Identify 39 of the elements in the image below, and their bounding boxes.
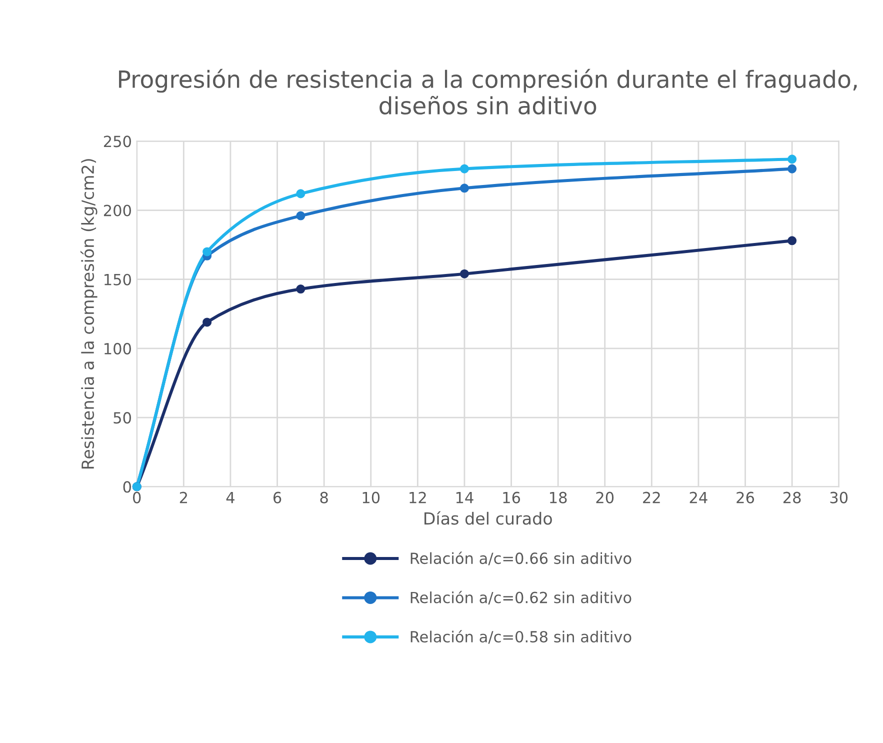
y-tick-label: 200 — [104, 204, 131, 216]
point — [460, 164, 469, 174]
y-axis-title: Resistencia a la compresión (kg/cm2) — [80, 159, 98, 469]
point — [460, 269, 469, 278]
chart-title: Progresión de resistencia a la compresión durante el fraguado, diseños sin aditivo — [119, 68, 857, 115]
y-tick-label: 50 — [114, 412, 131, 424]
point — [788, 154, 797, 164]
x-axis-title: Días del curado — [424, 511, 552, 525]
x-tick-label: 10 — [362, 492, 380, 504]
x-tick-label: 20 — [596, 492, 614, 504]
legend-label: Relación a/c=0.62 sin aditivo — [410, 590, 632, 604]
point — [296, 189, 306, 198]
point — [296, 284, 306, 294]
x-tick-label: 4 — [226, 492, 234, 504]
point — [460, 184, 469, 193]
y-tick-label: 100 — [104, 342, 131, 354]
point — [202, 318, 212, 327]
x-tick-label: 8 — [320, 492, 328, 504]
point — [202, 247, 212, 256]
point — [296, 211, 306, 220]
x-tick-label: 24 — [690, 492, 708, 504]
x-tick-label: 2 — [180, 492, 187, 504]
x-tick-label: 30 — [830, 492, 848, 504]
x-tick-label: 6 — [273, 492, 282, 504]
y-tick-label: 150 — [104, 274, 131, 286]
y-tick-label: 250 — [104, 136, 131, 148]
x-tick-label: 18 — [550, 492, 567, 504]
point — [788, 236, 797, 246]
x-tick-label: 14 — [456, 492, 474, 504]
x-tick-label: 26 — [736, 492, 754, 504]
x-tick-label: 28 — [783, 492, 801, 504]
x-tick-label: 0 — [133, 492, 141, 504]
legend-label: Relación a/c=0.66 sin aditivo — [410, 552, 632, 566]
x-tick-label: 16 — [503, 492, 520, 504]
legend-label: Relación a/c=0.58 sin aditivo — [410, 630, 632, 644]
x-tick-label: 12 — [410, 492, 426, 504]
x-tick-label: 22 — [643, 492, 660, 504]
point — [788, 164, 797, 174]
y-tick-label: 0 — [123, 481, 131, 493]
